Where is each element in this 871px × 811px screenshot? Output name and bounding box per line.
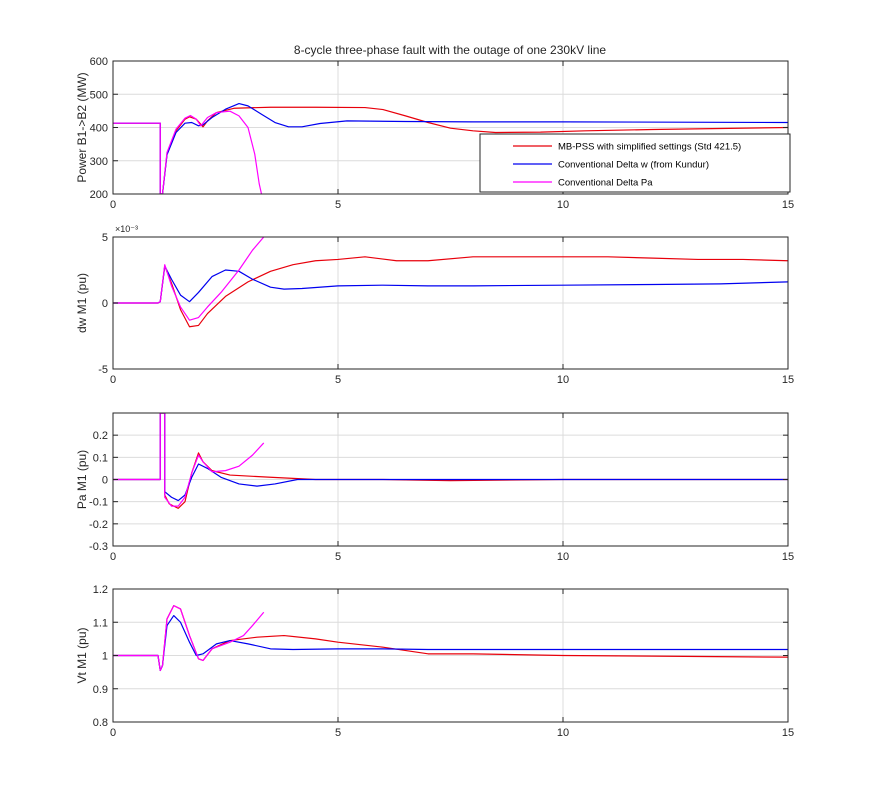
- y-tick-label: -0.3: [89, 541, 108, 553]
- y-axis-label: Pa M1 (pu): [75, 450, 89, 509]
- series-group: [113, 237, 788, 328]
- x-tick-label: 15: [782, 727, 794, 739]
- series-line-3: [113, 413, 265, 507]
- x-tick-label: 0: [110, 551, 116, 563]
- chart-panel-vt: 0 5 10 15 0.8 0.9 1 1.1 1.2 Vt M1 (pu): [75, 584, 794, 739]
- legend: MB-PSS with simplified settings (Std 421…: [479, 133, 791, 193]
- y-axis-label: Vt M1 (pu): [75, 627, 89, 683]
- x-tick-label: 10: [557, 374, 569, 386]
- x-tick-label: 0: [110, 199, 116, 211]
- y-tick-label: -0.1: [89, 497, 108, 509]
- y-tick-label: -5: [98, 364, 108, 376]
- figure-title: 8-cycle three-phase fault with the outag…: [294, 43, 607, 57]
- x-tick-label: 0: [110, 374, 116, 386]
- series-line-1: [113, 256, 788, 328]
- y-tick-label: 0.2: [93, 430, 108, 442]
- y-tick-label: 0: [102, 298, 108, 310]
- y-tick-label: 0: [102, 475, 108, 487]
- y-tick-label: 200: [90, 189, 108, 201]
- y-tick-label: 0.1: [93, 452, 108, 464]
- x-tick-label: 10: [557, 199, 569, 211]
- y-tick-label: 1.1: [93, 617, 108, 629]
- x-tick-label: 5: [335, 374, 341, 386]
- series-group: [113, 102, 788, 194]
- series-line-3: [113, 605, 265, 672]
- legend-entry-3: Conventional Delta Pa: [558, 178, 653, 189]
- y-tick-label: 1.2: [93, 584, 108, 596]
- y-axis-label: Power B1->B2 (MW): [75, 72, 89, 182]
- x-tick-label: 10: [557, 551, 569, 563]
- y-tick-label: -0.2: [89, 519, 108, 531]
- y-scale-label: ×10⁻³: [115, 224, 138, 234]
- legend-entry-2: Conventional Delta w (from Kundur): [558, 160, 709, 171]
- x-tick-label: 5: [335, 199, 341, 211]
- legend-entry-1: MB-PSS with simplified settings (Std 421…: [558, 142, 741, 153]
- y-tick-label: 0.9: [93, 684, 108, 696]
- y-tick-label: 0.8: [93, 717, 108, 729]
- y-tick-label: 600: [90, 56, 108, 68]
- y-tick-label: 300: [90, 156, 108, 168]
- series-line-3: [113, 110, 263, 194]
- series-line-3: [113, 237, 265, 321]
- x-tick-label: 15: [782, 199, 794, 211]
- series-group: [113, 605, 788, 672]
- x-tick-label: 15: [782, 374, 794, 386]
- y-tick-label: 1: [102, 651, 108, 663]
- series-line-2: [113, 265, 788, 304]
- x-tick-label: 5: [335, 727, 341, 739]
- chart-panel-pa: 0 5 10 15 -0.3 -0.2 -0.1 0 0.1 0.2 Pa M1 (pu): [75, 412, 794, 563]
- x-tick-label: 5: [335, 551, 341, 563]
- y-tick-label: 400: [90, 123, 108, 135]
- y-tick-label: 5: [102, 232, 108, 244]
- x-tick-label: 0: [110, 727, 116, 739]
- y-axis-label: dw M1 (pu): [75, 273, 89, 333]
- y-tick-label: 500: [90, 89, 108, 101]
- series-group: [113, 413, 788, 509]
- x-tick-label: 15: [782, 551, 794, 563]
- x-tick-label: 10: [557, 727, 569, 739]
